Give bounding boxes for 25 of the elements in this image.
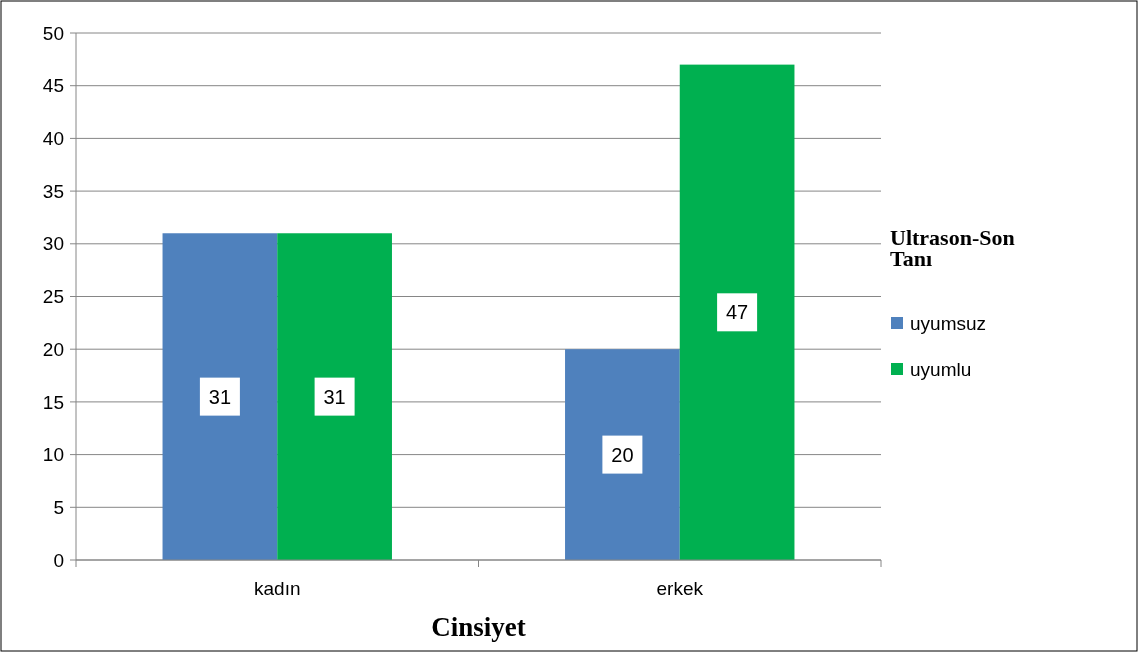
- bar: [277, 233, 392, 560]
- y-tick-label: 40: [42, 128, 64, 150]
- y-tick-label: 0: [53, 549, 64, 571]
- data-label: 20: [611, 443, 634, 466]
- y-tick-label: 20: [42, 338, 64, 360]
- y-tick-label: 35: [42, 180, 64, 202]
- x-tick-label: erkek: [656, 578, 704, 599]
- legend-label: uyumlu: [910, 358, 972, 380]
- y-tick-label: 50: [42, 22, 64, 44]
- y-tick-label: 10: [42, 444, 64, 466]
- data-label: 47: [725, 301, 749, 324]
- bar: [565, 349, 680, 560]
- data-label: 31: [323, 385, 346, 408]
- y-tick-label: 30: [42, 233, 64, 255]
- y-tick-label: 45: [42, 75, 64, 97]
- x-axis-title: Cinsiyet: [431, 612, 526, 642]
- data-label: 31: [208, 385, 232, 408]
- bar: [162, 233, 278, 560]
- y-tick-label: 15: [42, 391, 64, 413]
- x-tick-label: kadın: [254, 578, 301, 599]
- y-tick-label: 5: [53, 496, 64, 518]
- bar: [679, 64, 795, 560]
- y-tick-label: 25: [42, 286, 64, 308]
- legend-title: Ultrason-Son Tanı: [890, 225, 1015, 271]
- legend-label: uyumsuz: [910, 312, 987, 334]
